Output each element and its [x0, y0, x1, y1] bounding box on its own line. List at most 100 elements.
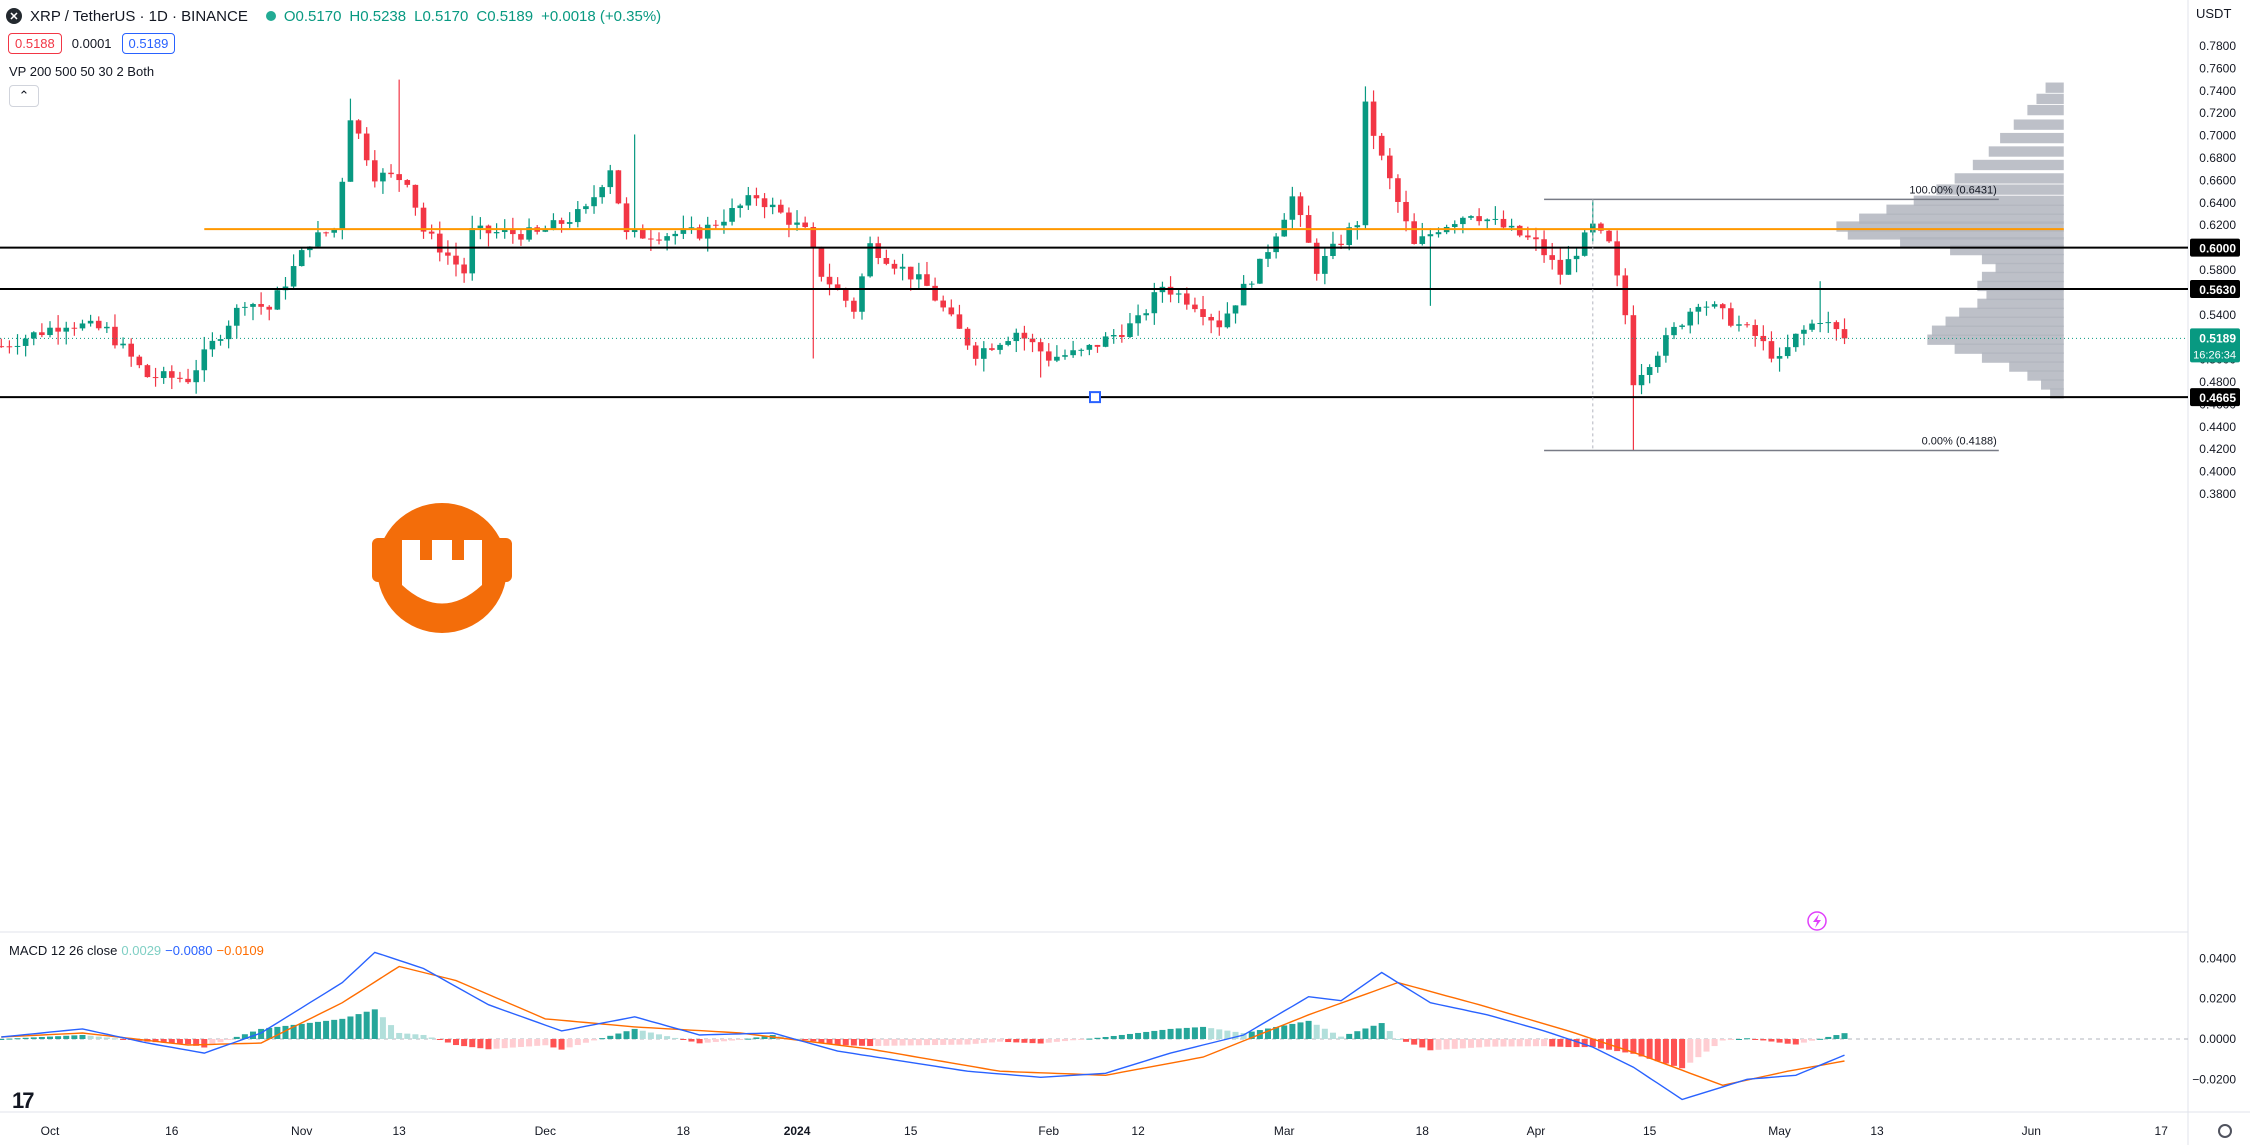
macd-histogram-bar: [517, 1039, 524, 1047]
candle-body: [1362, 101, 1369, 226]
macd-histogram-bar: [1265, 1028, 1271, 1039]
buy-price-button[interactable]: 0.5189: [121, 33, 176, 54]
macd-histogram-bar: [940, 1039, 947, 1045]
macd-legend[interactable]: MACD 12 26 close 0.0029 −0.0080 −0.0109: [9, 943, 264, 958]
macd-histogram-bar: [493, 1039, 500, 1049]
price-axis-tick: 0.3800: [2199, 487, 2236, 501]
macd-histogram-bar: [1573, 1039, 1580, 1048]
watermark-glyph-gap-right: [452, 540, 464, 560]
macd-histogram-bar: [972, 1039, 979, 1044]
macd-histogram-bar: [785, 1037, 792, 1039]
macd-histogram-bar: [1338, 1036, 1345, 1039]
macd-histogram-bar: [1378, 1023, 1385, 1039]
macd-legend-label: MACD 12 26 close: [9, 943, 118, 958]
candle-body: [1573, 255, 1580, 260]
macd-histogram-bar: [160, 1039, 167, 1043]
candle-body: [152, 377, 159, 379]
xrp-logo-icon: ✕: [6, 8, 22, 24]
macd-histogram-bar: [428, 1037, 435, 1039]
price-axis-tick: 0.7200: [2199, 106, 2236, 120]
candle-body: [501, 229, 508, 233]
macd-histogram-bar: [737, 1039, 744, 1040]
candle-body: [639, 229, 646, 239]
candle-body: [0, 346, 5, 348]
candle-body: [1590, 223, 1596, 233]
sell-price-button[interactable]: 0.5188: [8, 33, 62, 54]
macd-histogram-bar: [802, 1039, 809, 1041]
candle-body: [753, 195, 760, 199]
macd-histogram-bar: [542, 1039, 549, 1046]
macd-histogram-bar: [1386, 1031, 1393, 1039]
volume-profile-row: [1988, 146, 2064, 157]
candle-body: [1021, 332, 1028, 339]
candle-body: [95, 320, 102, 329]
macd-histogram-bar: [810, 1039, 817, 1042]
candle-body: [1378, 135, 1385, 156]
candle-body: [550, 220, 557, 230]
symbol-title[interactable]: XRP / TetherUS · 1D · BINANCE: [30, 7, 248, 25]
volume-profile-row: [1936, 184, 2064, 195]
macd-histogram-bar: [461, 1039, 468, 1047]
time-axis-label: 17: [2155, 1124, 2169, 1138]
volume-profile-legend[interactable]: VP 200 500 50 30 2 Both: [9, 64, 155, 79]
tradingview-logo-icon[interactable]: 17: [12, 1088, 35, 1113]
macd-histogram-bar: [1792, 1039, 1799, 1045]
candle-body: [891, 263, 898, 269]
candle-body: [193, 370, 199, 383]
settings-gear-icon[interactable]: [2218, 1124, 2232, 1138]
macd-histogram-bar: [1094, 1037, 1101, 1039]
macd-histogram-bar: [988, 1039, 995, 1043]
candle-body: [1403, 201, 1409, 222]
macd-histogram-bar: [225, 1039, 232, 1040]
volume-profile-row: [2045, 82, 2064, 93]
candle-body: [526, 227, 532, 240]
candle-body: [477, 225, 484, 229]
candle-body: [981, 348, 987, 359]
macd-histogram-bar: [964, 1039, 971, 1045]
candle-body: [363, 133, 370, 161]
candle-body: [696, 227, 703, 239]
macd-histogram-bar: [274, 1026, 281, 1039]
candle-body: [1240, 283, 1247, 306]
macd-histogram-bar: [1541, 1039, 1548, 1047]
candle-body: [128, 343, 134, 357]
candle-body: [1549, 255, 1555, 260]
macd-histogram-bar: [720, 1039, 727, 1042]
macd-histogram-bar: [371, 1009, 378, 1039]
macd-histogram-bar: [1159, 1029, 1166, 1039]
macd-histogram-bar: [1053, 1039, 1060, 1042]
candle-body: [396, 174, 402, 181]
candle-body: [380, 172, 386, 182]
macd-histogram-bar: [1126, 1033, 1133, 1039]
candle-body: [436, 233, 443, 253]
macd-histogram-bar: [436, 1039, 443, 1041]
candle-body: [1744, 324, 1750, 326]
candle-body: [274, 290, 281, 310]
candle-body: [250, 304, 256, 307]
macd-histogram-bar: [509, 1039, 516, 1048]
currency-selector[interactable]: USDT: [2196, 6, 2232, 21]
candle-body: [1581, 232, 1588, 256]
macd-histogram-bar: [47, 1036, 53, 1039]
candle-body: [810, 227, 817, 248]
macd-histogram-bar: [282, 1025, 289, 1039]
candle-body: [721, 221, 727, 226]
candle-body: [680, 228, 687, 234]
macd-histogram-bar: [469, 1039, 476, 1048]
macd-histogram-bar: [1516, 1039, 1523, 1047]
candle-body: [1801, 329, 1807, 334]
candle-body: [1313, 242, 1320, 274]
candle-body: [217, 339, 224, 341]
candle-body: [1598, 223, 1604, 231]
candle-body: [688, 227, 695, 229]
candle-body: [266, 306, 273, 310]
macd-histogram-bar: [1354, 1031, 1361, 1039]
collapse-chevron-icon[interactable]: ⌃: [9, 85, 39, 107]
macd-histogram-bar: [688, 1039, 695, 1042]
volume-profile-row: [1847, 229, 2064, 240]
macd-histogram-bar: [1468, 1039, 1474, 1048]
candle-body: [1679, 325, 1685, 327]
candle-body: [55, 327, 61, 332]
macd-histogram-bar: [923, 1039, 930, 1046]
